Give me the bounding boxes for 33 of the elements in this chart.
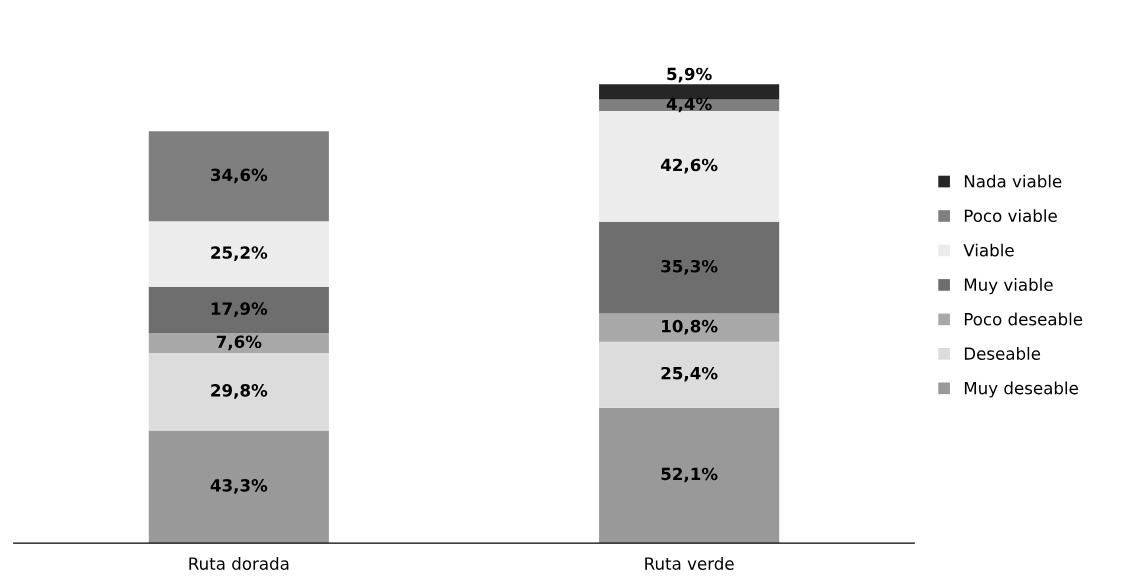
bar — [148, 131, 329, 222]
bar — [599, 221, 780, 314]
bar — [599, 111, 780, 222]
data-label: 29,8% — [211, 384, 268, 399]
data-label: 10,8% — [662, 319, 718, 335]
data-label: 25,4% — [661, 366, 718, 382]
x-tick-label: Ruta dorada — [189, 557, 289, 570]
legend-label: Muy deseable — [964, 381, 1078, 398]
bar — [148, 430, 329, 544]
data-label: 25,2% — [211, 246, 268, 261]
bar — [148, 333, 329, 354]
legend-label: Poco deseable — [964, 312, 1083, 326]
data-label: 43,3% — [210, 479, 268, 494]
data-label: 34,6% — [211, 168, 268, 184]
legend-label: Muy viable — [964, 278, 1053, 295]
bar — [599, 341, 780, 408]
legend-label: Deseable — [964, 347, 1041, 360]
bar — [148, 353, 329, 431]
bar — [599, 407, 780, 544]
data-label: 42,6% — [660, 158, 718, 174]
legend-label: Viable — [963, 243, 1014, 257]
bar — [148, 286, 329, 334]
data-label: 5,9% — [667, 67, 712, 83]
bar — [148, 221, 329, 287]
bar — [599, 313, 780, 342]
data-label: 7,6% — [216, 335, 262, 351]
data-label: 4,4% — [666, 97, 712, 113]
legend-label: Nada viable — [964, 174, 1062, 188]
legend-label: Poco viable — [964, 209, 1057, 223]
x-tick-label: Ruta verde — [645, 557, 734, 570]
data-label: 52,1% — [661, 467, 718, 483]
data-label: 35,3% — [661, 259, 718, 275]
data-label: 17,9% — [211, 302, 268, 318]
